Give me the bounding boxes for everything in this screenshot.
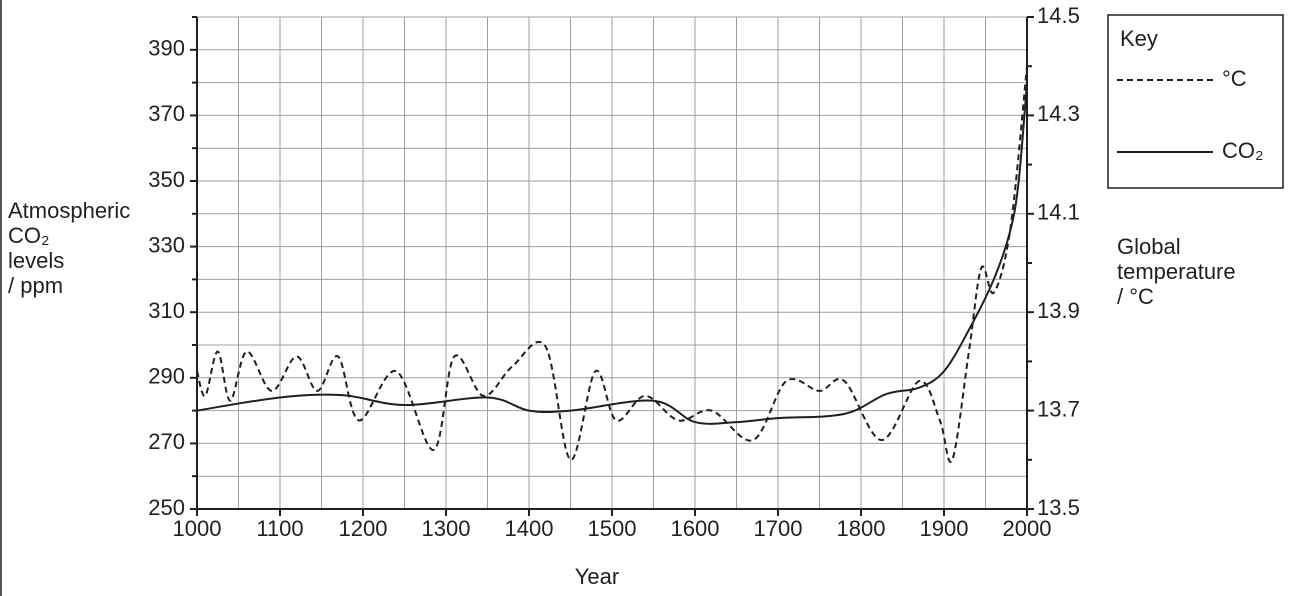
- y-tick-label: 290: [148, 364, 185, 389]
- x-tick-label: 1600: [671, 516, 720, 541]
- y-tick-label: 390: [148, 36, 185, 61]
- y2-axis-label: Global: [1117, 234, 1181, 259]
- x-tick-label: 1100: [256, 516, 303, 541]
- y2-axis-label: / °C: [1117, 284, 1154, 309]
- x-axis-label: Year: [575, 564, 619, 589]
- plot: [196, 66, 1028, 463]
- x-tick-label: 1800: [837, 516, 886, 541]
- x-tick-label: 1900: [920, 516, 969, 541]
- y-axis-label: CO₂: [8, 223, 50, 248]
- y2-tick-label: 13.5: [1037, 495, 1080, 520]
- y-tick-label: 270: [148, 429, 185, 454]
- x-tick-label: 1500: [588, 516, 637, 541]
- x-tick-label: 1400: [505, 516, 554, 541]
- x-tick-label: 1200: [339, 516, 388, 541]
- legend-title: Key: [1120, 26, 1158, 51]
- series-line: [196, 66, 1028, 463]
- y-axis-label: / ppm: [8, 273, 63, 298]
- legend-label: CO₂: [1222, 138, 1264, 163]
- legend-label: °C: [1222, 66, 1247, 91]
- y2-tick-label: 13.9: [1037, 298, 1080, 323]
- x-tick-label: 2000: [1003, 516, 1052, 541]
- x-tick-label: 1700: [754, 516, 803, 541]
- y-axis-label: Atmospheric: [8, 198, 130, 223]
- y2-axis-label: temperature: [1117, 259, 1236, 284]
- y2-tick-label: 13.7: [1037, 396, 1080, 421]
- y-axis-label: levels: [8, 248, 64, 273]
- y-tick-label: 350: [148, 167, 185, 192]
- y2-tick-label: 14.3: [1037, 101, 1080, 126]
- y-tick-label: 250: [148, 495, 185, 520]
- legend-box: [1107, 14, 1284, 189]
- y-tick-label: 330: [148, 232, 185, 257]
- x-tick-label: 1000: [173, 516, 222, 541]
- y-tick-label: 310: [148, 298, 185, 323]
- y-tick-label: 370: [148, 101, 185, 126]
- x-tick-label: 1300: [422, 516, 471, 541]
- series-line: [196, 82, 1028, 425]
- y2-tick-label: 14.1: [1037, 200, 1080, 225]
- grid: [196, 16, 1028, 510]
- y2-tick-label: 14.5: [1037, 3, 1080, 28]
